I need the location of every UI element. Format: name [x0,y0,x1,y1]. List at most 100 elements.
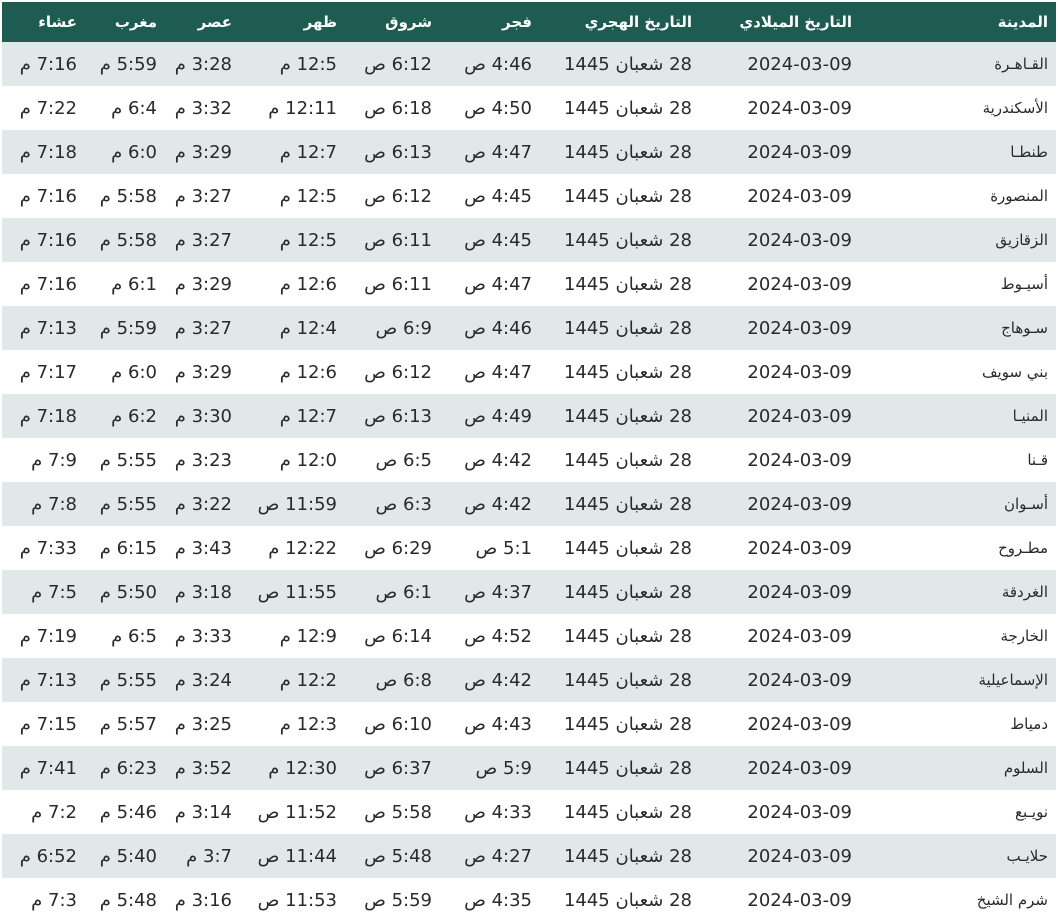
cell-shuruq: 6:11 ص [364,273,432,295]
cell-shuruq: 5:59 ص [364,889,432,911]
cell-hijri-date: 28 شعبان 1445 [563,229,692,251]
cell-hijri-date: 28 شعبان 1445 [563,449,692,471]
cell-gregorian-date: 2024-03-09 [747,625,852,647]
cell-shuruq: 6:11 ص [364,229,432,251]
cell-hijri-date: 28 شعبان 1445 [563,713,692,735]
cell-gregorian-date: 2024-03-09 [747,273,852,295]
cell-gregorian-date: 2024-03-09 [747,97,852,119]
cell-asr: 3:27 م [174,229,232,251]
cell-fajr: 4:50 ص [464,97,532,119]
cell-city: سـوهاج [1001,319,1048,337]
cell-gregorian-date: 2024-03-09 [747,713,852,735]
cell-asr: 3:27 م [174,185,232,207]
cell-fajr: 4:35 ص [464,889,532,911]
cell-shuruq: 6:3 ص [375,493,432,515]
cell-hijri-date: 28 شعبان 1445 [563,185,692,207]
cell-hijri-date: 28 شعبان 1445 [563,273,692,295]
cell-maghrib: 6:5 م [111,625,157,647]
table-row: دمياط 2024-03-09 28 شعبان 1445 4:43 ص 6:10 ص… [2,702,1056,746]
cell-city: الإسماعيلية [978,671,1048,689]
cell-isha: 7:3 م [31,889,77,911]
table-row: أسيـوط 2024-03-09 28 شعبان 1445 4:47 ص 6:11 … [2,262,1056,306]
cell-maghrib: 5:55 م [99,449,157,471]
cell-isha: 7:41 م [19,757,77,779]
cell-dhuhr: 11:52 ص [257,801,337,823]
table-row: بني سويف 2024-03-09 28 شعبان 1445 4:47 ص 6:1… [2,350,1056,394]
cell-isha: 7:22 م [19,97,77,119]
cell-asr: 3:7 م [186,845,232,867]
table-row: القـاهـرة 2024-03-09 28 شعبان 1445 4:46 ص 6:… [2,42,1056,86]
cell-gregorian-date: 2024-03-09 [747,141,852,163]
cell-dhuhr: 12:11 م [268,97,337,119]
cell-shuruq: 6:13 ص [364,141,432,163]
cell-isha: 7:18 م [19,405,77,427]
table-row: حلايـب 2024-03-09 28 شعبان 1445 4:27 ص 5:48 … [2,834,1056,878]
cell-isha: 7:16 م [19,53,77,75]
cell-fajr: 4:37 ص [464,581,532,603]
cell-maghrib: 5:59 م [99,317,157,339]
cell-shuruq: 6:29 ص [364,537,432,559]
cell-fajr: 4:47 ص [464,141,532,163]
cell-asr: 3:32 م [174,97,232,119]
table-row: طنطـا 2024-03-09 28 شعبان 1445 4:47 ص 6:13 ص… [2,130,1056,174]
header-fajr: فجر [502,13,532,31]
cell-city: القـاهـرة [994,55,1048,73]
cell-shuruq: 6:37 ص [364,757,432,779]
cell-isha: 7:19 م [19,625,77,647]
cell-city: أسيـوط [1000,275,1048,293]
cell-gregorian-date: 2024-03-09 [747,581,852,603]
cell-gregorian-date: 2024-03-09 [747,53,852,75]
cell-isha: 7:13 م [19,317,77,339]
cell-city: دمياط [1010,715,1048,733]
cell-fajr: 4:46 ص [464,317,532,339]
cell-shuruq: 5:48 ص [364,845,432,867]
header-row: المدينة التاريخ الميلادي التاريخ الهجري … [2,2,1056,42]
cell-fajr: 4:42 ص [464,669,532,691]
cell-city: مطـروح [998,539,1048,557]
cell-hijri-date: 28 شعبان 1445 [563,537,692,559]
table-row: الإسماعيلية 2024-03-09 28 شعبان 1445 4:42 ص… [2,658,1056,702]
cell-isha: 7:16 م [19,229,77,251]
cell-isha: 7:18 م [19,141,77,163]
cell-fajr: 4:47 ص [464,273,532,295]
cell-hijri-date: 28 شعبان 1445 [563,625,692,647]
table-row: مطـروح 2024-03-09 28 شعبان 1445 5:1 ص 6:29 ص… [2,526,1056,570]
cell-isha: 7:15 م [19,713,77,735]
cell-isha: 7:16 م [19,273,77,295]
cell-shuruq: 6:14 ص [364,625,432,647]
cell-dhuhr: 12:7 م [279,405,337,427]
cell-dhuhr: 11:53 ص [257,889,337,911]
cell-hijri-date: 28 شعبان 1445 [563,801,692,823]
cell-gregorian-date: 2024-03-09 [747,493,852,515]
cell-city: المنصورة [990,187,1048,205]
cell-city: حلايـب [1006,847,1048,865]
cell-hijri-date: 28 شعبان 1445 [563,493,692,515]
cell-asr: 3:28 م [174,53,232,75]
cell-fajr: 4:33 ص [464,801,532,823]
cell-city: أسـوان [1003,495,1048,513]
cell-gregorian-date: 2024-03-09 [747,757,852,779]
table-row: شرم الشيخ 2024-03-09 28 شعبان 1445 4:35 ص 5:… [2,878,1056,922]
cell-hijri-date: 28 شعبان 1445 [563,669,692,691]
cell-isha: 7:5 م [31,581,77,603]
cell-fajr: 5:1 ص [475,537,532,559]
cell-shuruq: 6:18 ص [364,97,432,119]
cell-isha: 7:33 م [19,537,77,559]
cell-asr: 3:29 م [174,273,232,295]
cell-shuruq: 6:8 ص [375,669,432,691]
cell-shuruq: 6:9 ص [375,317,432,339]
cell-dhuhr: 12:30 م [268,757,337,779]
cell-isha: 7:2 م [31,801,77,823]
cell-maghrib: 5:40 م [99,845,157,867]
cell-isha: 7:8 م [31,493,77,515]
cell-shuruq: 6:10 ص [364,713,432,735]
cell-shuruq: 6:5 ص [375,449,432,471]
cell-asr: 3:22 م [174,493,232,515]
cell-gregorian-date: 2024-03-09 [747,405,852,427]
cell-gregorian-date: 2024-03-09 [747,801,852,823]
table-row: سـوهاج 2024-03-09 28 شعبان 1445 4:46 ص 6:9 ص… [2,306,1056,350]
cell-dhuhr: 12:6 م [279,361,337,383]
cell-city: السلوم [1003,759,1048,777]
cell-maghrib: 6:0 م [111,141,157,163]
